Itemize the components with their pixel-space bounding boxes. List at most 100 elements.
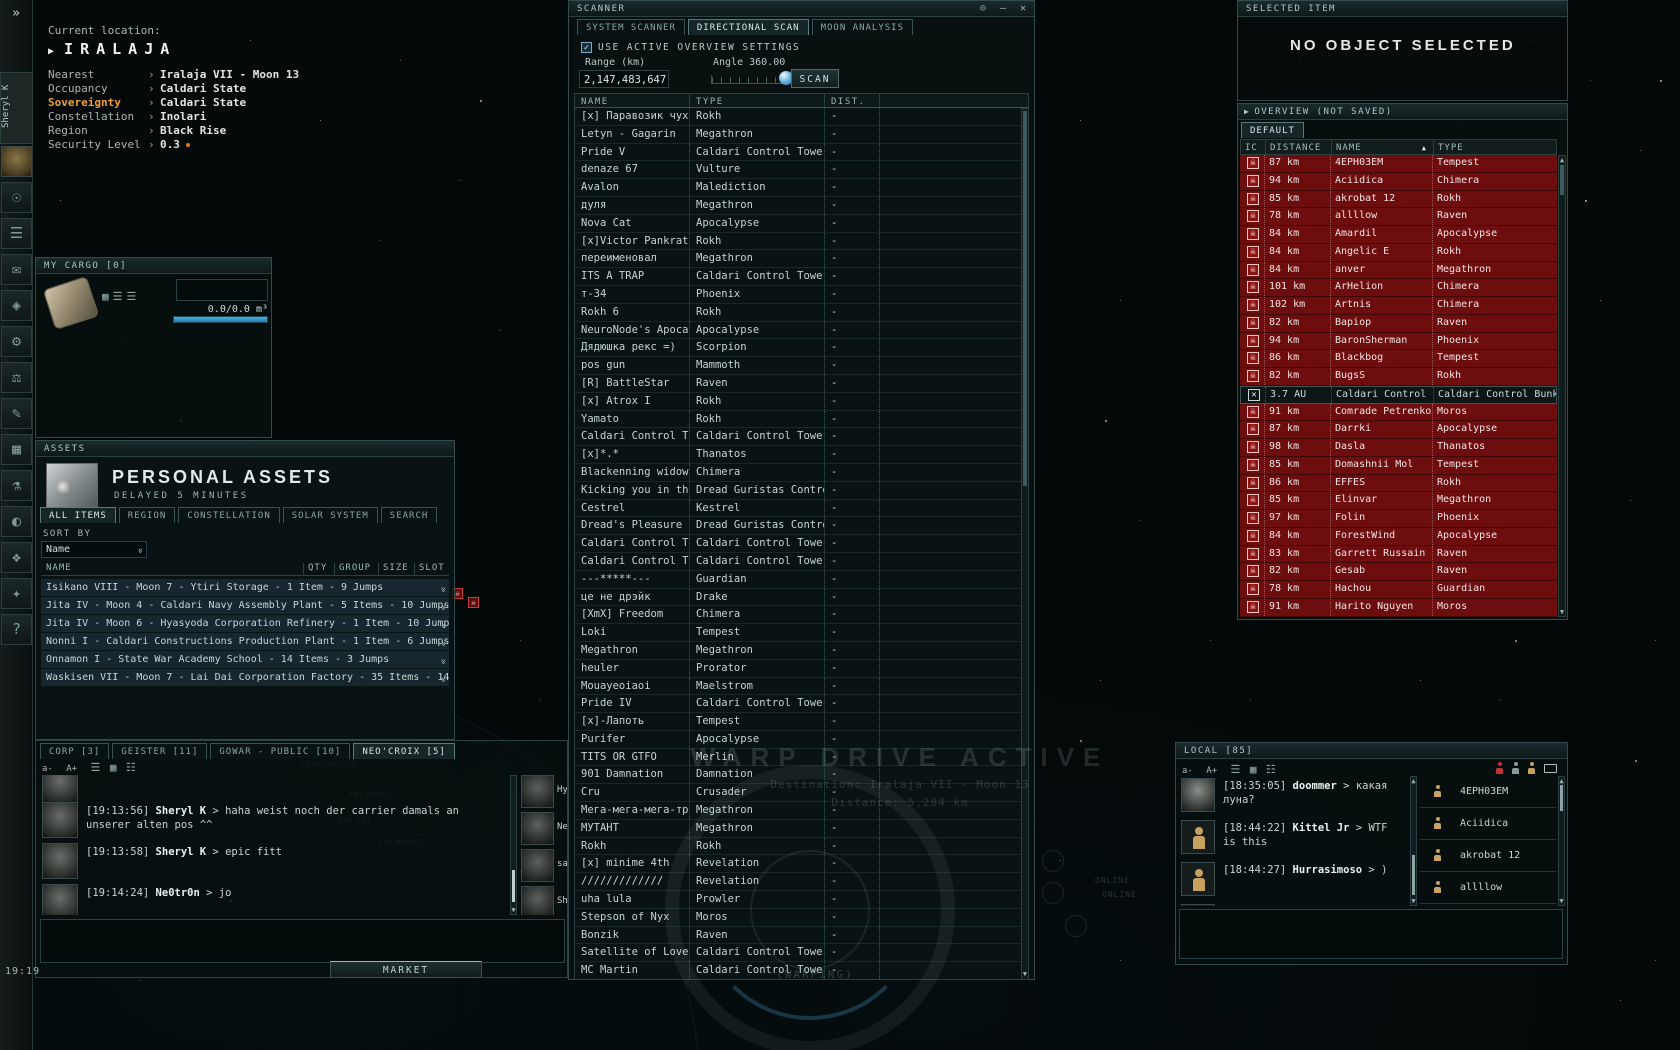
scan-result-row[interactable]: Nova Cat Apocalypse - <box>575 214 1021 233</box>
detail-view-icon[interactable]: ☰ <box>126 290 141 303</box>
location-field-value[interactable]: Iralaja VII - Moon 13 <box>160 68 300 81</box>
chat-message[interactable] <box>40 775 508 803</box>
angle-slider[interactable] <box>711 71 793 85</box>
location-field-value[interactable]: Inolari <box>160 110 207 123</box>
scanner-tab[interactable]: DIRECTIONAL SCAN <box>687 19 809 35</box>
avatar[interactable] <box>42 802 78 838</box>
chat-message[interactable]: [19:13:58] Sheryl K > epic fitt <box>40 841 508 881</box>
expand-chevron-icon[interactable]: » <box>437 622 449 627</box>
avatar[interactable] <box>1181 820 1215 854</box>
overview-row[interactable]: 3.7 AU Caldari Control Bu Caldari Contro… <box>1240 385 1557 404</box>
scan-result-row[interactable]: Caldari Control Tower Caldari Control To… <box>575 535 1021 553</box>
avatar[interactable] <box>1181 778 1215 812</box>
member-icon[interactable] <box>1512 762 1519 774</box>
column-dist[interactable]: DIST. <box>824 94 879 107</box>
scan-result-row[interactable]: [x] minime 4th Revelation - <box>575 855 1021 874</box>
column-distance[interactable]: DISTANCE <box>1265 140 1331 154</box>
overview-row[interactable]: 84 km ForestWind Apocalypse <box>1240 527 1557 546</box>
assets-tab[interactable]: CONSTELLATION <box>178 507 280 523</box>
scan-result-row[interactable]: Avalon Malediction - <box>575 179 1021 197</box>
scan-result-row[interactable]: [x]*.* Thanatos - <box>575 446 1021 464</box>
scroll-down-icon[interactable]: ▼ <box>1559 897 1564 905</box>
chat-bubble-icon[interactable] <box>1544 763 1557 773</box>
avatar[interactable] <box>521 886 554 915</box>
scan-result-row[interactable]: [x] Паравозик чух Rokh - <box>575 108 1021 126</box>
member-item[interactable]: sa <box>521 849 567 886</box>
minimize-icon[interactable]: – <box>999 3 1006 14</box>
chat-message[interactable]: [19:14:24] Ne0tr0n > jo <box>40 882 508 915</box>
font-smaller-button[interactable]: a- <box>1182 766 1193 776</box>
overview-row[interactable]: 84 km Amardil Apocalypse <box>1240 226 1557 244</box>
chat-message[interactable]: [18:44:22] Kittel Jr > WTF is this <box>1179 818 1409 858</box>
overview-row[interactable]: 78 km allllow Raven <box>1240 208 1557 226</box>
sort-dropdown[interactable]: Name » <box>41 541 147 558</box>
overview-row[interactable]: 85 km Domashnii Mol Tempest <box>1240 456 1557 475</box>
scan-result-row[interactable]: дуля Megathron - <box>575 196 1021 215</box>
expand-chevron-icon[interactable]: » <box>437 604 449 609</box>
chat-tab[interactable]: NEO'CROIX [5] <box>353 743 455 759</box>
compact-view-icon[interactable]: ☰ <box>1230 763 1241 776</box>
overview-settings-checkbox[interactable]: ✓ <box>581 42 592 53</box>
assets-window-title[interactable]: ASSETS <box>36 441 454 457</box>
overview-row[interactable]: 101 km ArHelion Chimera <box>1240 279 1557 297</box>
overview-header[interactable]: ▶ OVERVIEW (NOT SAVED) <box>1238 104 1567 120</box>
member-item[interactable]: 4EPH03EM <box>1420 776 1556 808</box>
avatar[interactable] <box>521 812 554 845</box>
column-group[interactable]: GROUP <box>334 563 378 575</box>
scan-result-row[interactable]: Satellite of Love Caldari Control Tower … <box>575 944 1021 963</box>
scan-result-row[interactable]: МУТАНТ Megathron - <box>575 819 1021 838</box>
scanner-window-title[interactable]: SCANNER <box>569 1 1034 17</box>
scan-result-row[interactable]: heuler Prorator - <box>575 659 1021 678</box>
pin-icon[interactable]: ⊙ <box>979 3 986 14</box>
overview-row[interactable]: 82 km Bapiop Raven <box>1240 314 1557 333</box>
overview-row[interactable]: 78 km Hachou Guardian <box>1240 581 1557 599</box>
overview-row[interactable]: 82 km BugsS Rokh <box>1240 368 1557 386</box>
avatar[interactable] <box>42 884 78 915</box>
scan-result-row[interactable]: Kicking you in the bal Dread Guristas Co… <box>575 481 1021 500</box>
expand-chevron-icon[interactable]: » <box>437 586 449 591</box>
overview-row[interactable]: 86 km Blackbog Tempest <box>1240 350 1557 368</box>
message-author[interactable]: Kittel Jr <box>1292 822 1350 834</box>
scan-result-row[interactable]: Megathron Megathron - <box>575 641 1021 660</box>
compact-view-icon[interactable]: ☰ <box>90 761 101 774</box>
message-author[interactable]: Hurrasimoso <box>1292 864 1363 876</box>
overview-scrollbar[interactable]: ▲ ▼ <box>1558 155 1566 617</box>
member-item[interactable]: Ne <box>521 812 567 849</box>
overview-row[interactable]: 85 km akrobat 12 Rokh <box>1240 190 1557 209</box>
overview-row[interactable]: 84 km Angelic E Rokh <box>1240 243 1557 262</box>
scan-result-row[interactable]: Pride IV Caldari Control Tower - <box>575 695 1021 714</box>
scan-result-row[interactable]: pos gun Mammoth - <box>575 357 1021 375</box>
scroll-down-icon[interactable]: ▼ <box>1022 970 1028 978</box>
chat-tab[interactable]: GOWAR - PUBLIC [10] <box>210 743 351 759</box>
location-field-value[interactable]: 0.3 <box>160 138 190 152</box>
location-field-value[interactable]: Black Rise <box>160 124 227 137</box>
overview-row[interactable]: 91 km Comrade Petrenko Moros <box>1240 403 1557 422</box>
neocom-expand-icon[interactable]: » <box>12 6 20 21</box>
member-list-scrollbar[interactable]: ▲ ▼ <box>1558 776 1565 906</box>
assets-tab[interactable]: SEARCH <box>380 507 438 523</box>
asset-location-row[interactable]: Isikano VIII - Moon 7 - Ytiri Storage - … <box>41 579 449 596</box>
avatar[interactable] <box>521 849 554 882</box>
slider-knob[interactable] <box>779 71 793 85</box>
scan-result-row[interactable]: Loki Tempest - <box>575 624 1021 642</box>
chat-input[interactable] <box>40 919 565 963</box>
expand-chevron-icon[interactable]: » <box>437 658 449 663</box>
scan-result-row[interactable]: Letyn - Gagarin Megathron - <box>575 125 1021 144</box>
overview-row[interactable]: 85 km Elinvar Megathron <box>1240 492 1557 510</box>
character-portrait[interactable] <box>1 146 32 177</box>
assets-tab[interactable]: SOLAR SYSTEM <box>282 507 378 523</box>
scan-result-row[interactable]: Dread's Pleasure Hub Dread Guristas Cont… <box>575 517 1021 536</box>
scan-result-row[interactable]: uha lula Prowler - <box>575 891 1021 909</box>
location-field-value[interactable]: Caldari State <box>160 82 247 95</box>
column-name[interactable]: NAME <box>581 97 609 107</box>
overview-row[interactable]: 94 km BaronSherman Phoenix <box>1240 332 1557 351</box>
scan-result-row[interactable]: ---*****--- Guardian - <box>575 570 1021 589</box>
scan-result-row[interactable]: denaze 67 Vulture - <box>575 161 1021 180</box>
cargo-window-title[interactable]: MY CARGO [0] <box>36 258 271 274</box>
scroll-up-icon[interactable]: ▲ <box>1559 777 1564 785</box>
column-name[interactable]: NAME ▲ <box>1331 140 1433 154</box>
chat-message[interactable]: [19:13:56] Sheryl K > haha weist noch de… <box>40 800 508 840</box>
scan-result-row[interactable]: Yamato Rokh - <box>575 410 1021 429</box>
scan-result-row[interactable]: TITS OR GTFO Merlin - <box>575 748 1021 767</box>
scan-result-row[interactable]: Blackenning widow Chimera - <box>575 463 1021 482</box>
